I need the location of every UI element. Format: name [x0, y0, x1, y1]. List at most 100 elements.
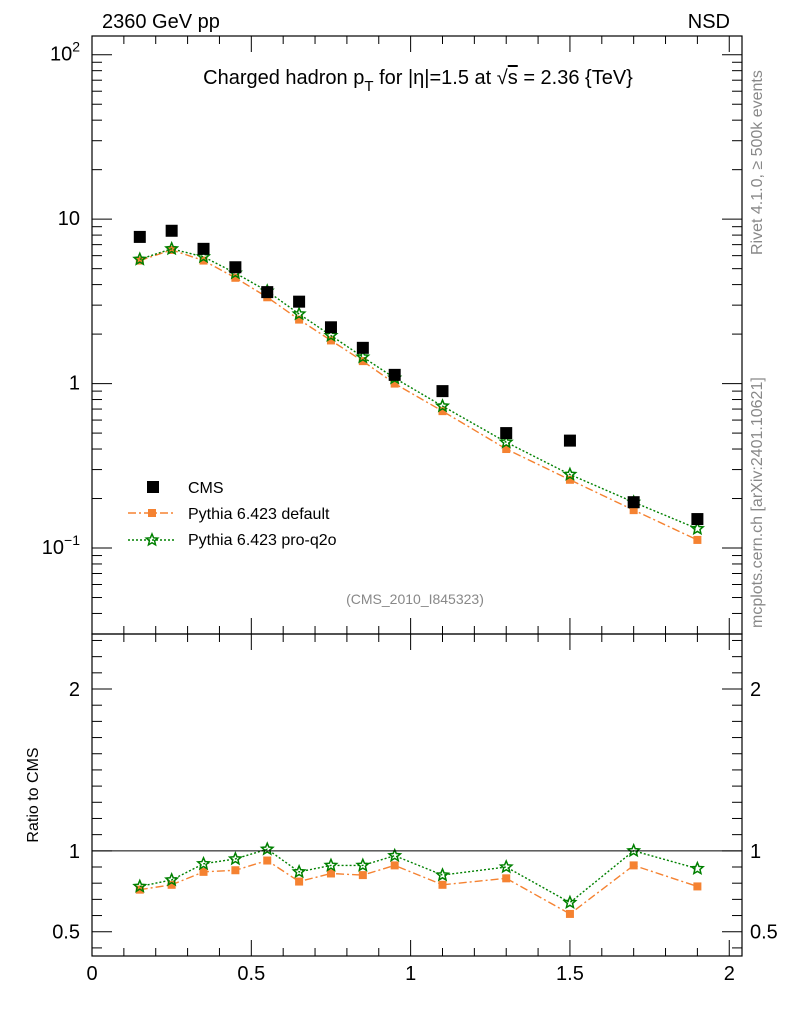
ratio-plot-frame — [91, 633, 743, 957]
main-pythia-proq2o-point — [689, 520, 705, 536]
main-pythia-default-point — [326, 336, 335, 345]
ratio-y-label: Ratio to CMS — [25, 747, 42, 842]
ratio-pythia-proq2o-point — [323, 857, 339, 872]
ratio-pythia-proq2o-point — [387, 847, 403, 863]
main-cms-point — [293, 295, 306, 308]
main-cms-point — [261, 286, 274, 299]
x-tick-label: 2 — [724, 963, 735, 985]
main-cms-point — [356, 341, 369, 354]
legend-marker-pythia-default — [148, 509, 156, 517]
main-cms-point — [324, 321, 337, 334]
ratio-pythia-proq2o-point — [355, 857, 371, 872]
main-cms-point — [436, 385, 449, 398]
ratio-pythia-proq2o-point — [291, 863, 307, 879]
ratio-y-tick-label: 1 — [69, 841, 80, 863]
main-pythia-default-point — [390, 379, 399, 388]
main-pythia-default-point — [693, 535, 702, 544]
ratio-pythia-default-point — [390, 861, 399, 870]
ratio-y-tick-label-right: 1 — [750, 841, 761, 863]
main-axis-ticks: 10−1 1 10 102 — [42, 36, 742, 635]
main-y-tick-label: 10−1 — [42, 532, 80, 559]
main-pythia-default-point — [199, 256, 208, 265]
main-cms-point — [197, 242, 210, 255]
main-pythia-proq2o-point — [323, 327, 339, 342]
ratio-pythia-default-point — [502, 874, 511, 883]
ratio-pythia-proq2o-point — [132, 878, 148, 893]
ratio-pythia-proq2o-line — [139, 848, 698, 904]
rivet-version-label: Rivet 4.1.0, ≥ 500k events — [749, 70, 766, 255]
main-pythia-default-point — [629, 506, 638, 515]
ratio-pythia-proq2o-point — [498, 859, 514, 874]
ratio-pythia-proq2o-point — [227, 850, 243, 866]
main-cms-point — [388, 368, 401, 381]
main-pythia-default-point — [231, 273, 240, 282]
main-pythia-proq2o-point — [498, 434, 514, 449]
legend-label-pythia-default: Pythia 6.423 default — [188, 506, 330, 523]
main-y-tick-label: 1 — [69, 373, 80, 395]
ratio-pythia-proq2o-point — [562, 894, 578, 910]
main-pythia-default-point — [358, 357, 367, 366]
main-pythia-default-point — [438, 407, 447, 416]
ratio-pythia-proq2o-point — [259, 841, 275, 856]
legend-label-pythia-proq2o: Pythia 6.423 pro-q2o — [188, 532, 337, 549]
x-tick-label: 1 — [405, 963, 416, 985]
ratio-pythia-default-point — [231, 866, 240, 875]
ratio-pythia-default-point — [326, 869, 335, 878]
main-cms-point — [627, 496, 640, 509]
main-pythia-proq2o-point — [434, 398, 451, 413]
beam-label: 2360 GeV pp — [102, 11, 220, 33]
main-cms-point — [563, 434, 576, 447]
legend-label-cms: CMS — [188, 480, 224, 497]
main-pythia-proq2o-point — [132, 251, 148, 266]
main-pythia-default-point — [135, 256, 144, 265]
ratio-pythia-default-point — [199, 867, 208, 876]
ratio-pythia-default-line — [139, 859, 698, 915]
main-cms-point — [500, 427, 513, 440]
ratio-pythia-default-point — [629, 861, 638, 870]
ratio-pythia-default-point — [358, 871, 367, 880]
main-pythia-default-line — [139, 249, 698, 541]
main-cms-point — [165, 224, 178, 237]
chart-title: Charged hadron pT for |η|=1.5 at √s = 2.… — [203, 67, 633, 95]
legend: CMS Pythia 6.423 default Pythia 6.423 pr… — [128, 480, 337, 549]
mcplots-label: mcplots.cern.ch [arXiv:2401.10621] — [749, 377, 766, 628]
ratio-pythia-default-point — [438, 880, 447, 889]
ratio-pythia-proq2o-point — [689, 860, 705, 876]
ratio-series-group — [132, 841, 705, 918]
main-pythia-default-point — [295, 315, 304, 324]
ratio-pythia-default-point — [565, 909, 574, 918]
main-pythia-default-point — [565, 475, 574, 484]
main-pythia-default-point — [167, 245, 176, 254]
main-y-tick-label: 102 — [50, 39, 80, 66]
ratio-pythia-proq2o-point — [164, 871, 180, 887]
ratio-y-tick-label: 0.5 — [52, 922, 80, 944]
main-pythia-proq2o-point — [291, 306, 307, 321]
analysis-id: (CMS_2010_I845323) — [346, 591, 484, 607]
ratio-pythia-default-point — [263, 856, 272, 865]
main-pythia-proq2o-point — [355, 349, 371, 364]
ratio-pythia-proq2o-point — [195, 855, 212, 871]
main-pythia-proq2o-line — [139, 248, 698, 530]
ratio-pythia-default-point — [295, 877, 304, 886]
ratio-pythia-default-point — [167, 880, 176, 889]
ratio-y-tick-label-right: 2 — [750, 679, 761, 701]
main-pythia-proq2o-point — [195, 248, 212, 264]
main-series-group — [132, 224, 705, 544]
ratio-pythia-proq2o-point — [434, 867, 451, 882]
main-pythia-proq2o-point — [164, 240, 180, 256]
x-tick-label: 0 — [86, 963, 97, 985]
main-pythia-default-point — [502, 445, 511, 454]
ratio-pythia-default-point — [693, 882, 702, 891]
ratio-y-tick-label-right: 0.5 — [750, 922, 778, 944]
main-cms-point — [229, 261, 242, 274]
legend-marker-cms — [147, 481, 159, 493]
main-cms-point — [691, 513, 704, 526]
legend-marker-pythia-proq2o — [144, 532, 160, 547]
event-type-label: NSD — [688, 11, 730, 33]
main-y-tick-label: 10 — [58, 208, 80, 230]
main-cms-point — [133, 230, 146, 243]
x-tick-label: 1.5 — [556, 963, 584, 985]
ratio-pythia-proq2o-point — [626, 842, 642, 858]
ratio-y-tick-label: 2 — [69, 679, 80, 701]
